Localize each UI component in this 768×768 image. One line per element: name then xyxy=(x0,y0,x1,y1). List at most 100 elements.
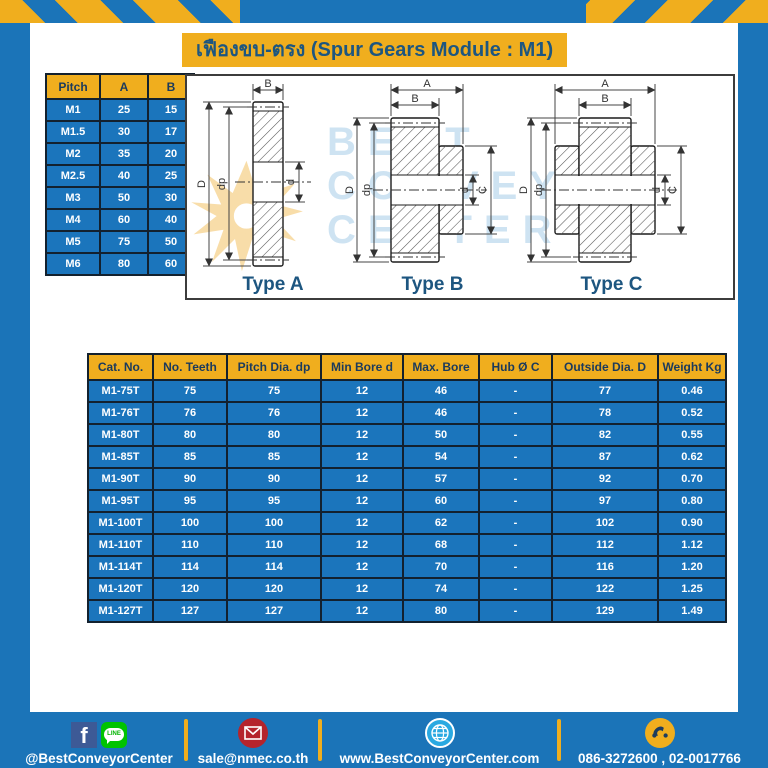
table-cell: M1-90T xyxy=(87,467,154,491)
table-cell: 0.52 xyxy=(657,401,727,425)
column-header: Pitch xyxy=(45,73,101,100)
header-row: Pitch A B xyxy=(45,73,195,100)
table-cell: 1.12 xyxy=(657,533,727,557)
table-cell: 116 xyxy=(551,555,659,579)
table-cell: M1-76T xyxy=(87,401,154,425)
footer: f LINE @BestConveyorCenter sale@nmec.co.… xyxy=(0,711,768,768)
website-url[interactable]: www.BestConveyorCenter.com xyxy=(339,750,540,766)
dim-label-width: B xyxy=(411,93,418,105)
table-cell: 70 xyxy=(402,555,480,579)
table-cell: 100 xyxy=(152,511,228,535)
column-header: Pitch Dia. dp xyxy=(226,353,322,381)
dim-label-pitch: dp xyxy=(216,178,228,190)
table-cell: 12 xyxy=(320,489,404,513)
dim-label-outer: D xyxy=(345,186,356,194)
footer-divider xyxy=(318,718,322,761)
dim-label-bore: d xyxy=(285,179,297,185)
phone-numbers[interactable]: 086-3272600 , 02-0017766 xyxy=(578,750,741,766)
table-cell: 82 xyxy=(551,423,659,447)
table-cell: M1-114T xyxy=(87,555,154,579)
table-row: M2 35 20 xyxy=(45,142,195,166)
type-a-label: Type A xyxy=(242,274,304,295)
table-cell: 76 xyxy=(152,401,228,425)
table-cell: - xyxy=(478,599,553,623)
table-cell: 50 xyxy=(402,423,480,447)
drawings-box: BEST CONVEYOR CENTER xyxy=(185,74,735,300)
table-cell: 97 xyxy=(551,489,659,513)
column-header: Max. Bore xyxy=(402,353,480,381)
table-cell: - xyxy=(478,489,553,513)
table-cell: 80 xyxy=(99,252,149,276)
dim-label-total: A xyxy=(601,78,609,90)
footer-divider xyxy=(557,718,561,761)
column-header: Min Bore d xyxy=(320,353,404,381)
column-header: Hub Ø C xyxy=(478,353,553,381)
type-c-label: Type C xyxy=(580,274,643,295)
table-cell: 76 xyxy=(226,401,322,425)
email-address[interactable]: sale@nmec.co.th xyxy=(197,750,309,766)
table-cell: M1-85T xyxy=(87,445,154,469)
line-icon[interactable]: LINE xyxy=(101,721,127,748)
table-row: M5 75 50 xyxy=(45,230,195,254)
table-cell: - xyxy=(478,577,553,601)
table-cell: 54 xyxy=(402,445,480,469)
phone-icon[interactable] xyxy=(644,717,675,748)
table-cell: 12 xyxy=(320,555,404,579)
table-cell: 110 xyxy=(226,533,322,557)
table-cell: 46 xyxy=(402,401,480,425)
table-cell: 77 xyxy=(551,379,659,403)
social-handle[interactable]: @BestConveyorCenter xyxy=(25,750,173,766)
table-cell: 90 xyxy=(152,467,228,491)
table-row: M1-120T 120 120 12 74-122 1.25 xyxy=(87,577,727,601)
table-cell: - xyxy=(478,467,553,491)
table-cell: 1.20 xyxy=(657,555,727,579)
dim-label-bore: d xyxy=(459,187,471,193)
table-cell: 110 xyxy=(152,533,228,557)
dim-label-width: B xyxy=(264,78,271,90)
table-cell: 12 xyxy=(320,511,404,535)
facebook-icon[interactable]: f xyxy=(71,721,97,748)
table-cell: 0.90 xyxy=(657,511,727,535)
line-bubble: LINE xyxy=(104,727,124,741)
dim-label-width: B xyxy=(601,93,608,105)
column-header: A xyxy=(99,73,149,100)
table-row: M6 80 60 xyxy=(45,252,195,276)
content-panel: เฟืองขบ-ตรง (Spur Gears Module : M1) Pit… xyxy=(30,23,738,712)
table-cell: 95 xyxy=(226,489,322,513)
table-cell: 127 xyxy=(152,599,228,623)
line-bubble-tail xyxy=(107,739,111,744)
table-cell: 95 xyxy=(152,489,228,513)
mail-icon[interactable] xyxy=(238,717,268,748)
drawing-type-c: A B xyxy=(519,78,704,296)
table-cell: 127 xyxy=(226,599,322,623)
table-cell: M4 xyxy=(45,208,101,232)
table-cell: - xyxy=(478,401,553,425)
table-cell: 75 xyxy=(99,230,149,254)
table-cell: 122 xyxy=(551,577,659,601)
drawing-type-a: B D dp d T xyxy=(193,78,353,296)
table-cell: 40 xyxy=(147,208,195,232)
table-cell: 114 xyxy=(226,555,322,579)
table-cell: 12 xyxy=(320,599,404,623)
dim-label-bore: d xyxy=(651,187,663,193)
table-cell: 40 xyxy=(99,164,149,188)
table-cell: 62 xyxy=(402,511,480,535)
table-cell: 85 xyxy=(226,445,322,469)
table-row: M1-85T 85 85 12 54-87 0.62 xyxy=(87,445,727,469)
globe-icon[interactable] xyxy=(424,717,455,748)
table-cell: M1.5 xyxy=(45,120,101,144)
table-cell: 12 xyxy=(320,423,404,447)
table-cell: M3 xyxy=(45,186,101,210)
table-cell: M2.5 xyxy=(45,164,101,188)
type-b-label: Type B xyxy=(401,274,464,295)
table-cell: 100 xyxy=(226,511,322,535)
table-cell: 30 xyxy=(147,186,195,210)
spec-table: Cat. No. No. Teeth Pitch Dia. dp Min Bore d… xyxy=(87,353,727,623)
table-cell: - xyxy=(478,555,553,579)
table-row: M2.5 40 25 xyxy=(45,164,195,188)
table-cell: 25 xyxy=(99,98,149,122)
table-cell: 80 xyxy=(152,423,228,447)
table-cell: 60 xyxy=(402,489,480,513)
table-cell: 120 xyxy=(226,577,322,601)
header-row: Cat. No. No. Teeth Pitch Dia. dp Min Bore d… xyxy=(87,353,727,381)
